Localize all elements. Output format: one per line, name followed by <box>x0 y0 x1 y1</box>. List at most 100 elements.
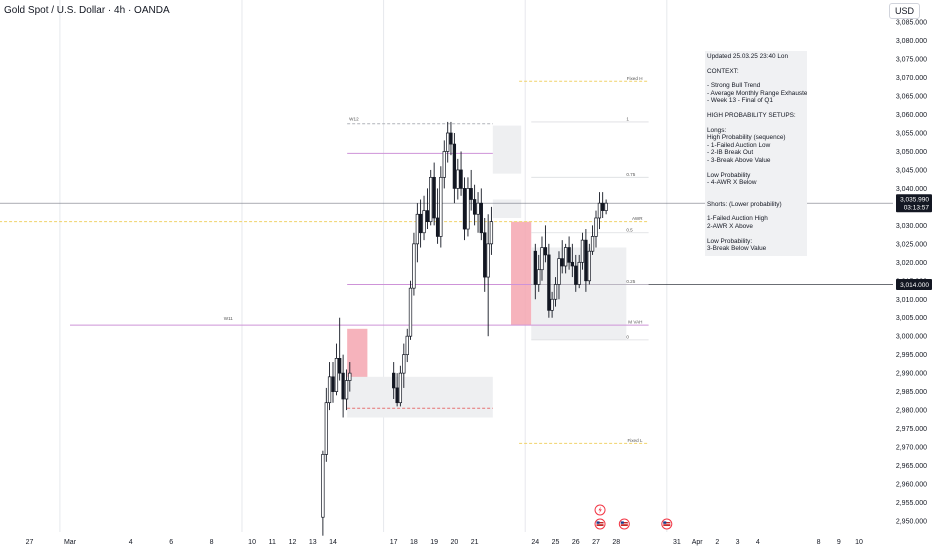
note-line: Low Probability: <box>707 237 753 245</box>
fixed-l-label: Fixed L <box>627 438 643 443</box>
bull-candle <box>412 243 416 289</box>
flag-canton <box>596 521 600 524</box>
bull-candle <box>344 380 349 400</box>
y-tick-label: 2,965.000 <box>896 463 927 470</box>
flag-stripe <box>663 523 671 525</box>
last-price-value: 3,035.990 <box>900 197 929 204</box>
chart-candles <box>321 121 608 536</box>
bear-candle <box>547 254 551 311</box>
grey-zone <box>347 376 493 418</box>
bear-candle <box>462 188 467 230</box>
note-line: High Probability (sequence) <box>707 134 786 142</box>
note-spacer <box>707 231 805 238</box>
note-line: - Strong Bull Trend <box>707 82 761 90</box>
red-zone <box>511 221 532 326</box>
level-price-value: 3,014.000 <box>900 282 929 289</box>
x-tick-label: 10 <box>248 539 256 546</box>
bear-candle <box>449 132 453 145</box>
note-line: - 4-AWR X Below <box>707 179 757 187</box>
note-spacer <box>707 120 805 127</box>
bull-candle <box>597 202 602 219</box>
note-spacer <box>707 194 805 201</box>
w11-label: W11 <box>224 316 234 321</box>
x-tick-label: 19 <box>430 539 438 546</box>
bull-candle <box>553 284 558 300</box>
chart-level-labels: Fixed H W12 W11 AWR M VAH Fixed L 1 0.75 0.5 0.25… <box>224 76 643 443</box>
y-tick-label: 3,075.000 <box>896 57 927 64</box>
y-tick-label: 3,060.000 <box>896 112 927 119</box>
fixed-h-label: Fixed H <box>627 76 643 81</box>
bull-candle <box>590 236 595 252</box>
x-tick-label: 21 <box>471 539 479 546</box>
x-tick-label: 9 <box>837 539 841 546</box>
x-tick-label: Mar <box>64 539 77 546</box>
bear-candle <box>452 143 457 189</box>
y-tick-label: 2,960.000 <box>896 481 927 488</box>
chart-zones <box>347 125 627 418</box>
chart-title: Gold Spot / U.S. Dollar · 4h · OANDA <box>4 5 170 16</box>
x-tick-label: 14 <box>329 539 337 546</box>
bear-candle <box>338 358 342 374</box>
analysis-note[interactable]: Updated 25.03.25 23:40 Lon CONTEXT: - Stro… <box>705 51 807 256</box>
fib-025-label: 0.25 <box>626 279 635 284</box>
flag-stripe <box>596 523 604 525</box>
bull-candle <box>537 269 541 285</box>
note-spacer <box>707 165 805 172</box>
bear-candle <box>435 217 440 237</box>
y-tick-label: 3,020.000 <box>896 260 927 267</box>
x-tick-label: 26 <box>572 539 580 546</box>
countdown-value: 03:13:57 <box>904 205 930 212</box>
x-tick-label: 31 <box>673 539 681 546</box>
bear-candle <box>533 250 537 285</box>
x-tick-label: 3 <box>736 539 740 546</box>
x-tick-label: Apr <box>692 539 704 546</box>
y-axis[interactable]: 2,950.000 2,955.000 2,960.000 2,965.000 2,97… <box>896 20 932 526</box>
bull-candle <box>557 258 561 285</box>
x-tick-label: 27 <box>26 539 34 546</box>
currency-selector[interactable]: USD <box>888 3 920 19</box>
us-flag-icon[interactable] <box>618 518 630 530</box>
y-tick-label: 2,995.000 <box>896 352 927 359</box>
bull-candle <box>580 239 585 263</box>
note-line: Updated 25.03.25 23:40 Lon <box>707 53 789 60</box>
note-line: Longs: <box>707 126 727 134</box>
x-tick-label: 10 <box>855 539 863 546</box>
flash-event-icon[interactable] <box>594 504 606 516</box>
bear-candle <box>459 169 463 189</box>
note-line: CONTEXT: <box>707 67 739 75</box>
y-tick-label: 3,070.000 <box>896 75 927 82</box>
x-tick-label: 24 <box>531 539 539 546</box>
y-tick-label: 3,050.000 <box>896 149 927 156</box>
grey-zone <box>492 125 522 174</box>
bull-candle <box>321 454 325 518</box>
x-tick-label: 11 <box>269 539 276 546</box>
event-markers[interactable] <box>594 504 673 530</box>
bull-candle <box>577 261 581 285</box>
bear-candle <box>483 232 487 278</box>
x-axis[interactable]: 27 Mar 4 6 8 10 11 12 13 14 17 18 19 20 21 24 25 26 27 28 31… <box>26 539 863 546</box>
us-flag-icon[interactable] <box>661 518 673 530</box>
bear-candle <box>479 202 483 234</box>
bull-candle <box>564 247 568 267</box>
note-line: - 1-Failed Auction Low <box>707 141 771 149</box>
y-tick-label: 2,975.000 <box>896 426 927 433</box>
bull-candle <box>334 358 339 392</box>
bull-candle <box>348 372 352 381</box>
bear-candle <box>432 176 436 219</box>
bull-candle <box>456 169 460 189</box>
x-tick-label: 20 <box>450 539 458 546</box>
bull-candle <box>486 243 490 278</box>
bear-candle <box>418 213 423 234</box>
y-tick-label: 2,970.000 <box>896 445 927 452</box>
us-flag-icon[interactable] <box>594 518 606 530</box>
bull-candle <box>422 210 426 234</box>
y-tick-label: 2,955.000 <box>896 500 927 507</box>
bull-candle <box>442 151 446 178</box>
note-line: 1-Failed Auction High <box>707 215 768 223</box>
fib-075-label: 0.75 <box>626 172 635 177</box>
bear-candle <box>341 372 345 400</box>
y-tick-label: 2,980.000 <box>896 408 927 415</box>
bear-candle <box>584 239 588 282</box>
note-spacer <box>707 208 805 215</box>
